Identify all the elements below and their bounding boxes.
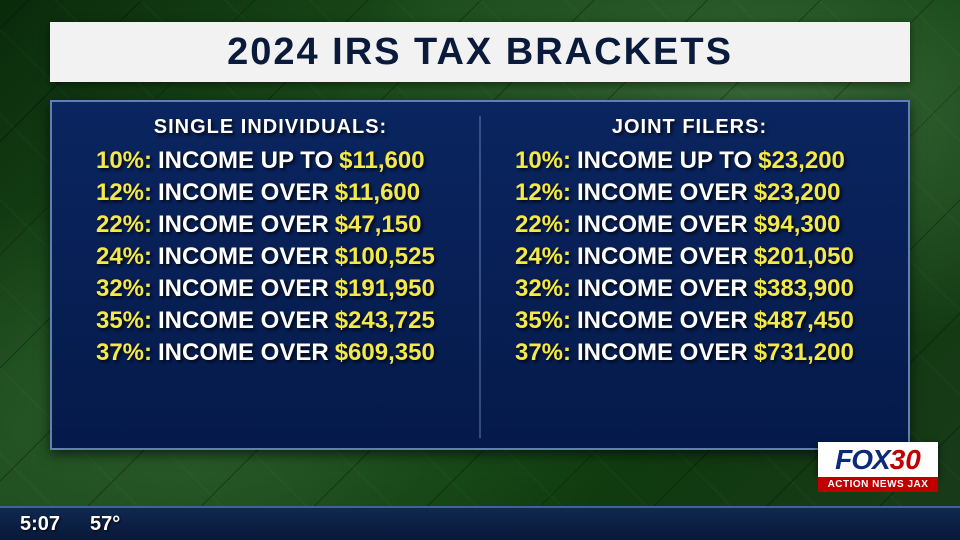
bracket-amount: $11,600 <box>335 179 420 207</box>
bracket-amount: $23,200 <box>758 147 845 175</box>
column-header-joint: JOINT FILERS: <box>491 116 888 139</box>
bracket-label: INCOME OVER <box>158 243 329 271</box>
bracket-pct: 35%: <box>491 307 571 335</box>
column-header-single: SINGLE INDIVIDUALS: <box>72 116 469 139</box>
bracket-amount: $731,200 <box>754 339 854 367</box>
bracket-row: 24%:INCOME OVER$201,050 <box>491 243 888 271</box>
bracket-amount: $243,725 <box>335 307 435 335</box>
bracket-row: 12%:INCOME OVER$11,600 <box>72 179 469 207</box>
bracket-label: INCOME OVER <box>158 307 329 335</box>
bracket-label: INCOME OVER <box>577 307 748 335</box>
ticker-time: 5:07 <box>20 513 60 536</box>
bracket-amount: $191,950 <box>335 275 435 303</box>
station-logo: FOX30 ACTION NEWS JAX <box>818 442 938 492</box>
bracket-row: 37%:INCOME OVER$731,200 <box>491 339 888 367</box>
page-title: 2024 IRS TAX BRACKETS <box>227 31 733 74</box>
brackets-panel: SINGLE INDIVIDUALS: 10%:INCOME UP TO$11,… <box>50 100 910 450</box>
bracket-row: 22%:INCOME OVER$47,150 <box>72 211 469 239</box>
bracket-label: INCOME OVER <box>158 339 329 367</box>
ticker-temp: 57° <box>90 513 120 536</box>
bracket-amount: $23,200 <box>754 179 841 207</box>
bracket-amount: $94,300 <box>754 211 841 239</box>
bracket-label: INCOME OVER <box>577 243 748 271</box>
bracket-pct: 12%: <box>491 179 571 207</box>
column-single: SINGLE INDIVIDUALS: 10%:INCOME UP TO$11,… <box>72 116 469 438</box>
bracket-pct: 12%: <box>72 179 152 207</box>
bracket-label: INCOME OVER <box>158 211 329 239</box>
bracket-row: 10%:INCOME UP TO$11,600 <box>72 147 469 175</box>
bracket-row: 12%:INCOME OVER$23,200 <box>491 179 888 207</box>
channel-number: 30 <box>890 444 921 475</box>
bracket-amount: $487,450 <box>754 307 854 335</box>
title-bar: 2024 IRS TAX BRACKETS <box>50 22 910 82</box>
bracket-label: INCOME UP TO <box>577 147 752 175</box>
bracket-amount: $383,900 <box>754 275 854 303</box>
bracket-pct: 22%: <box>72 211 152 239</box>
bracket-amount: $47,150 <box>335 211 422 239</box>
bracket-pct: 10%: <box>491 147 571 175</box>
bracket-row: 32%:INCOME OVER$383,900 <box>491 275 888 303</box>
bracket-row: 24%:INCOME OVER$100,525 <box>72 243 469 271</box>
bracket-pct: 32%: <box>491 275 571 303</box>
bracket-row: 35%:INCOME OVER$243,725 <box>72 307 469 335</box>
column-joint: JOINT FILERS: 10%:INCOME UP TO$23,200 12… <box>491 116 888 438</box>
bracket-label: INCOME OVER <box>577 275 748 303</box>
bracket-label: INCOME OVER <box>158 179 329 207</box>
bracket-pct: 35%: <box>72 307 152 335</box>
bracket-label: INCOME OVER <box>158 275 329 303</box>
bracket-row: 37%:INCOME OVER$609,350 <box>72 339 469 367</box>
bracket-amount: $100,525 <box>335 243 435 271</box>
bracket-row: 10%:INCOME UP TO$23,200 <box>491 147 888 175</box>
bracket-amount: $11,600 <box>339 147 424 175</box>
bracket-pct: 24%: <box>491 243 571 271</box>
lower-ticker: 5:07 57° <box>0 506 960 540</box>
bracket-label: INCOME UP TO <box>158 147 333 175</box>
bracket-pct: 10%: <box>72 147 152 175</box>
bracket-amount: $609,350 <box>335 339 435 367</box>
bracket-row: 32%:INCOME OVER$191,950 <box>72 275 469 303</box>
station-tagline: ACTION NEWS JAX <box>818 476 938 492</box>
bracket-amount: $201,050 <box>754 243 854 271</box>
bracket-label: INCOME OVER <box>577 211 748 239</box>
bracket-label: INCOME OVER <box>577 339 748 367</box>
network-name: FOX <box>835 444 890 475</box>
bracket-pct: 37%: <box>491 339 571 367</box>
bracket-row: 35%:INCOME OVER$487,450 <box>491 307 888 335</box>
bracket-pct: 22%: <box>491 211 571 239</box>
bracket-label: INCOME OVER <box>577 179 748 207</box>
bracket-pct: 32%: <box>72 275 152 303</box>
bracket-pct: 24%: <box>72 243 152 271</box>
fox-logo-box: FOX30 <box>818 442 938 476</box>
column-divider <box>479 116 481 438</box>
bracket-pct: 37%: <box>72 339 152 367</box>
bracket-row: 22%:INCOME OVER$94,300 <box>491 211 888 239</box>
